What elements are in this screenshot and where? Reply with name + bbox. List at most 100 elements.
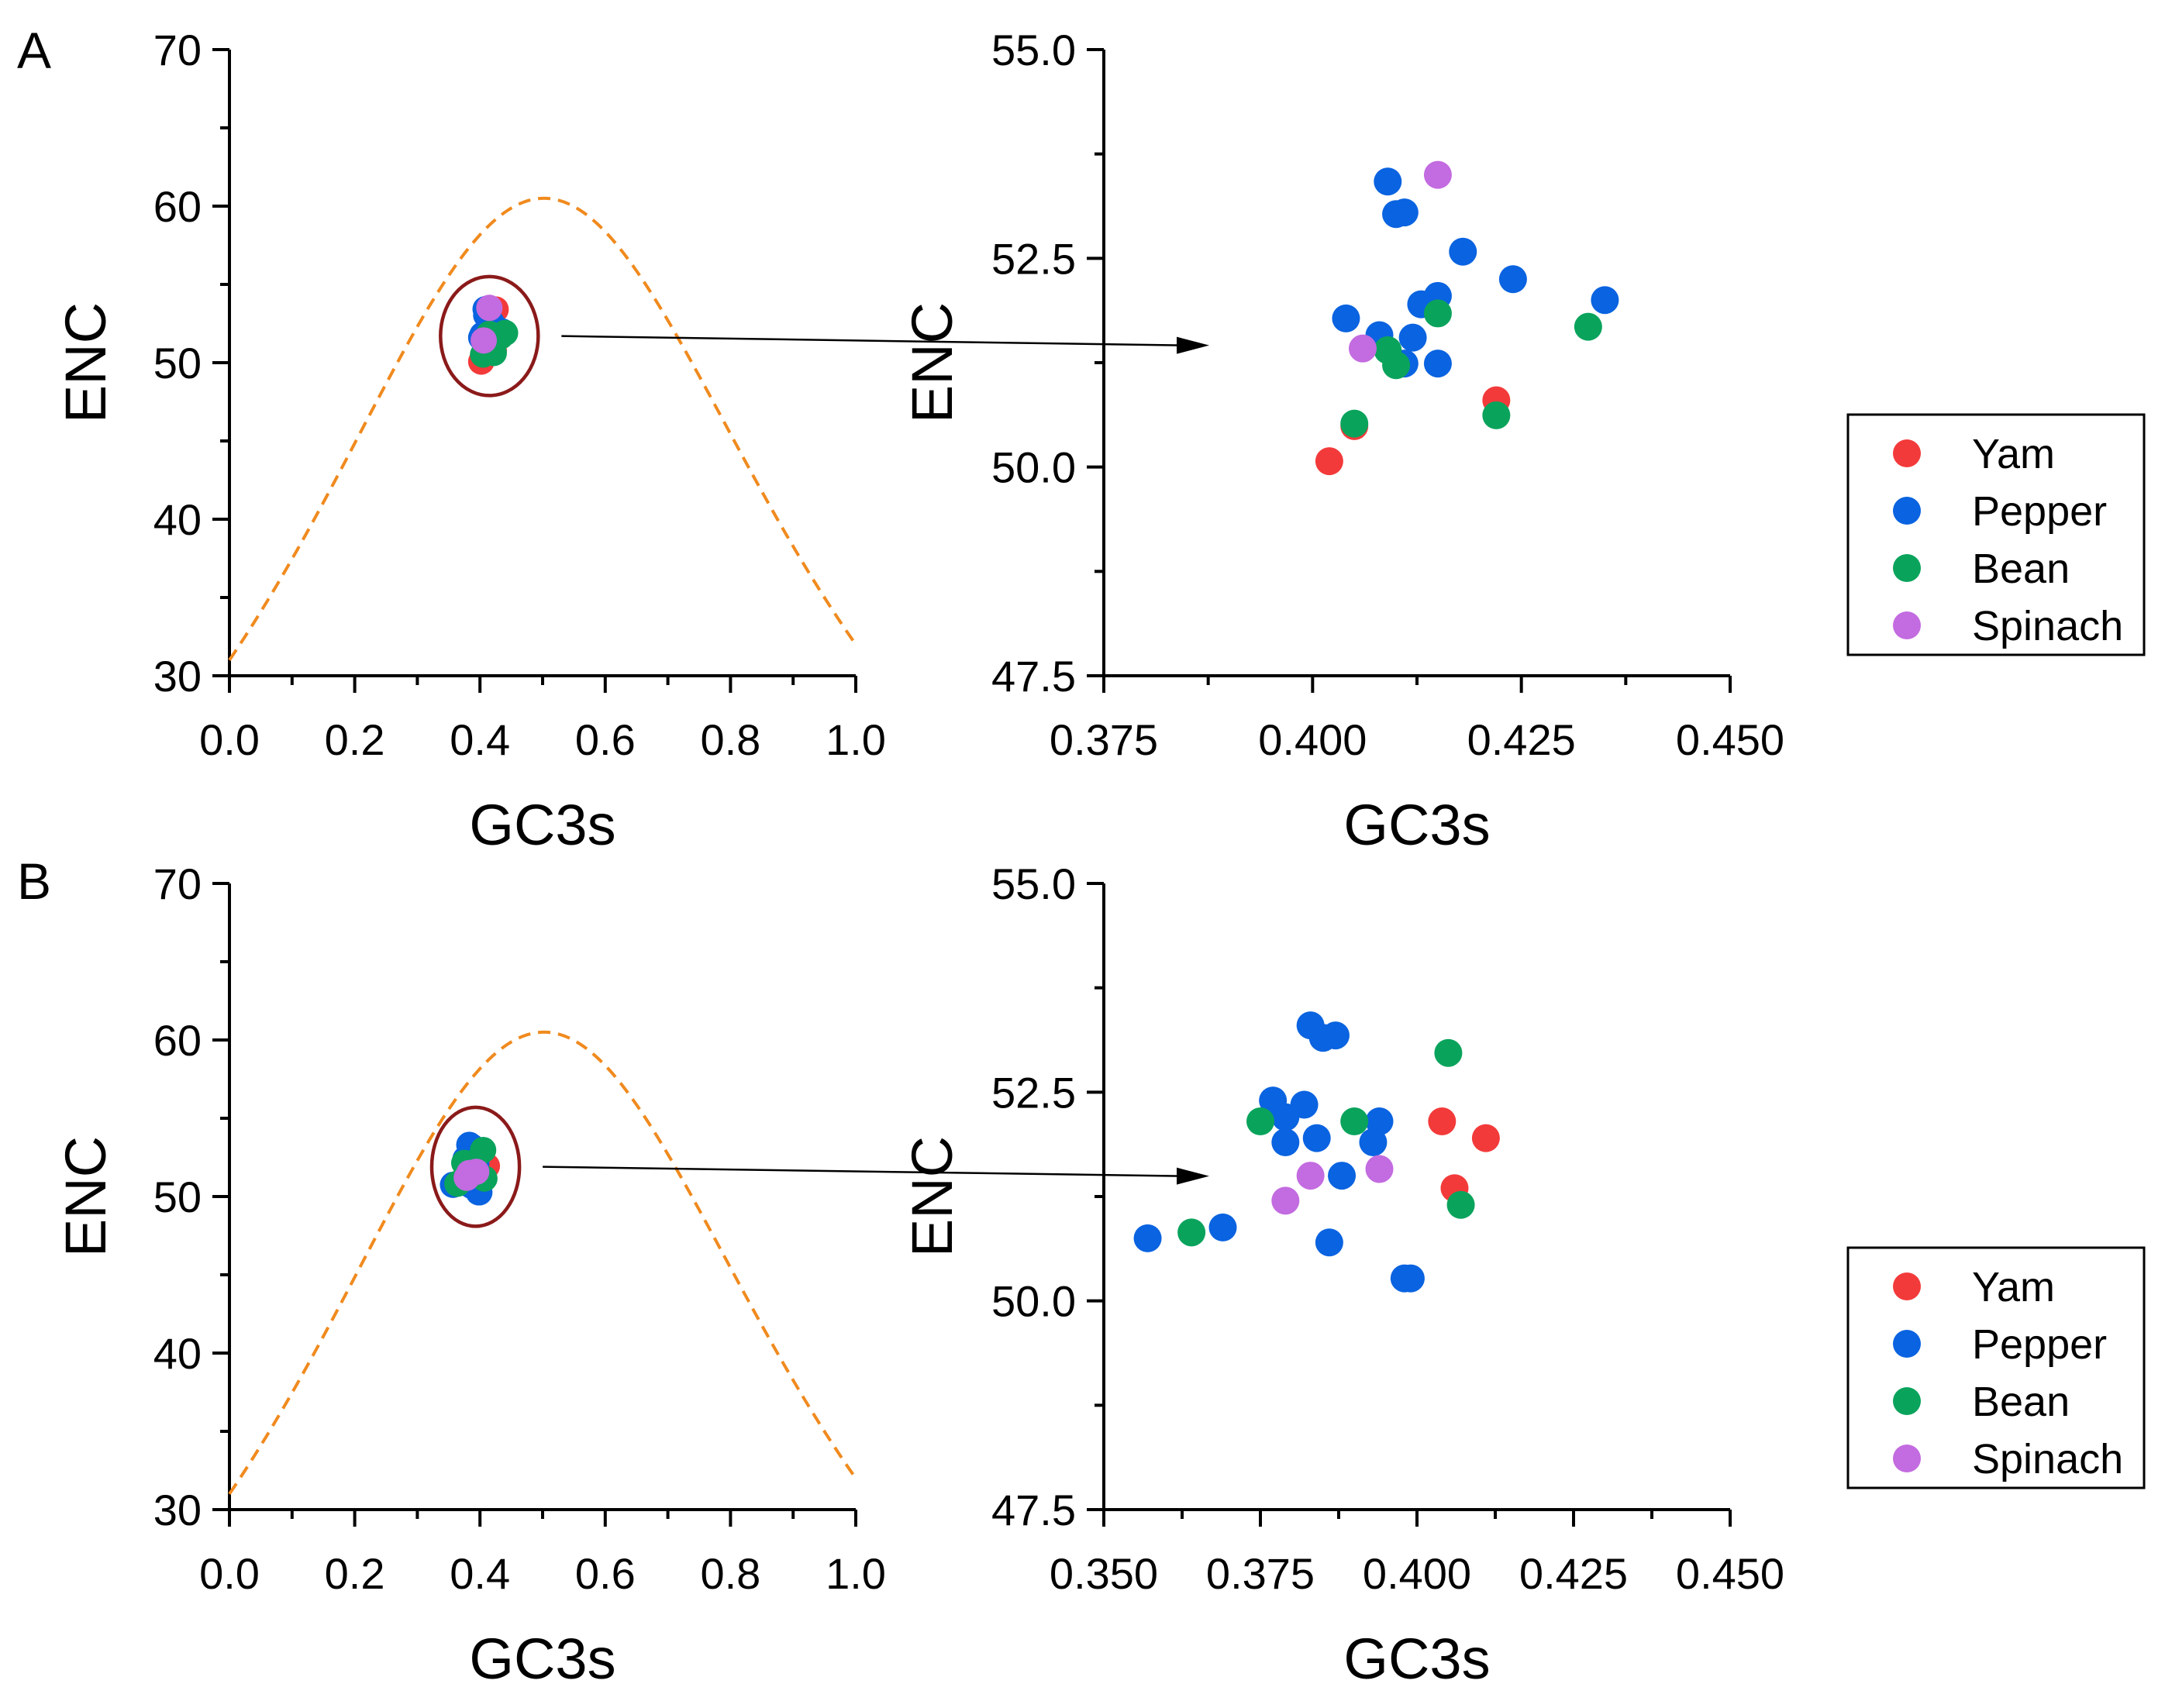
legend-label-yam: Yam (1972, 431, 2055, 477)
legend-label-pepper: Pepper (1972, 488, 2107, 535)
data-point-pepper (1423, 350, 1452, 378)
data-point-spinach (1348, 334, 1377, 363)
legend-a: Yam Pepper Bean Spinach (1846, 413, 2146, 656)
data-point-pepper (1374, 167, 1402, 196)
y-tick-label: 52.5 (991, 234, 1076, 283)
x-tick-label: 0.8 (700, 1549, 760, 1598)
data-point-bean (1340, 1107, 1369, 1136)
x-tick-label: 0.4 (450, 1549, 510, 1598)
x-tick-label: 0.6 (575, 1549, 636, 1598)
x-tick-label: 0.400 (1363, 1549, 1471, 1598)
data-point-bean (1482, 401, 1511, 429)
arrow-shaft (561, 335, 1182, 346)
y-tick-label: 60 (153, 1016, 202, 1065)
legend-marker-spinach (1893, 1445, 1921, 1472)
x-tick-label: 1.0 (826, 715, 886, 764)
legend-label-bean: Bean (1972, 546, 2070, 592)
arrow-head (1177, 336, 1209, 354)
x-axis-title: GC3s (1343, 1627, 1490, 1691)
data-point-yam (1315, 447, 1343, 476)
legend-marker-yam (1893, 1272, 1921, 1300)
x-tick-label: 0.350 (1050, 1549, 1158, 1598)
data-point-yam (1428, 1107, 1457, 1136)
y-axis-title: ENC (53, 302, 118, 423)
data-point-pepper (1359, 1128, 1388, 1156)
legend-marker-pepper (1893, 1330, 1921, 1358)
x-tick-label: 1.0 (826, 1549, 886, 1598)
data-point-bean (1340, 409, 1369, 438)
data-point-pepper (1449, 237, 1477, 266)
x-tick-label: 0.425 (1467, 715, 1576, 764)
chart-b-zoom: 0.350 0.375 0.400 0.425 0.450 47.5 50.0 52.5 55.… (900, 859, 1784, 1691)
chart-b-overview: 0.0 0.2 0.4 0.6 0.8 1.0 30 40 50 60 70 GC3s ENC (53, 859, 886, 1691)
zoom-arrow-a (561, 335, 1209, 354)
legend-label-pepper: Pepper (1972, 1321, 2107, 1368)
x-tick-label: 0.450 (1676, 1549, 1784, 1598)
data-point-pepper (1290, 1090, 1319, 1119)
arrow-head (1177, 1167, 1209, 1185)
panel-letter-a: A (17, 22, 51, 79)
data-point-pepper (1328, 1162, 1357, 1190)
legend-marker-bean (1893, 1387, 1921, 1415)
x-tick-label: 0.400 (1258, 715, 1367, 764)
zoom-region-ellipse (429, 1105, 522, 1228)
data-point-bean (1446, 1190, 1475, 1219)
zoom-arrow-b (543, 1166, 1209, 1185)
data-point-bean (1434, 1038, 1463, 1067)
y-tick-label: 50.0 (991, 1277, 1076, 1326)
x-axis-title: GC3s (469, 793, 615, 857)
y-tick-label: 55.0 (991, 26, 1076, 74)
legend-label-yam: Yam (1972, 1264, 2055, 1310)
x-tick-label: 0.8 (700, 715, 760, 764)
legend-label-bean: Bean (1972, 1379, 2070, 1425)
y-tick-label: 50.0 (991, 443, 1076, 492)
expected-enc-curve (228, 196, 857, 661)
y-tick-label: 30 (153, 1486, 202, 1534)
chart-a-zoom: 0.375 0.400 0.425 0.450 47.5 50.0 52.5 55.0 GC3s… (900, 26, 1784, 857)
data-point-spinach (1365, 1155, 1394, 1183)
data-point-bean (1423, 299, 1452, 328)
data-point-pepper (1133, 1224, 1162, 1252)
y-tick-label: 50 (153, 1173, 202, 1221)
data-point-pepper (1302, 1124, 1331, 1152)
y-tick-label: 50 (153, 339, 202, 387)
legend-label-spinach: Spinach (1972, 603, 2123, 649)
x-tick-label: 0.0 (199, 715, 260, 764)
y-axis-title: ENC (900, 302, 964, 423)
y-tick-label: 70 (153, 26, 202, 74)
data-point-bean (1246, 1107, 1274, 1136)
x-tick-label: 0.2 (325, 1549, 385, 1598)
legend-b: Yam Pepper Bean Spinach (1846, 1246, 2146, 1489)
data-point-pepper (1591, 286, 1619, 315)
panel-letter-b: B (17, 852, 51, 910)
data-point-pepper (1332, 304, 1360, 332)
legend-marker-pepper (1893, 497, 1921, 525)
data-point-bean (491, 319, 519, 346)
x-tick-label: 0.375 (1050, 715, 1158, 764)
y-tick-label: 40 (153, 495, 202, 544)
data-point-pepper (1271, 1128, 1300, 1156)
x-tick-label: 0.6 (575, 715, 636, 764)
data-point-spinach (463, 1159, 490, 1186)
y-tick-label: 60 (153, 182, 202, 231)
x-axis-title: GC3s (469, 1627, 615, 1691)
x-tick-label: 0.375 (1206, 1549, 1315, 1598)
data-point-spinach (1296, 1162, 1325, 1190)
data-point-spinach (1271, 1186, 1300, 1215)
data-point-pepper (1321, 1021, 1350, 1050)
expected-enc-curve (228, 1030, 857, 1495)
y-tick-label: 40 (153, 1329, 202, 1378)
zoom-region-ellipse (439, 274, 540, 398)
data-point-spinach (1423, 160, 1452, 189)
data-point-bean (470, 1137, 497, 1164)
y-tick-label: 47.5 (991, 652, 1076, 701)
data-point-bean (1382, 351, 1411, 380)
data-point-pepper (1396, 1264, 1425, 1293)
x-tick-label: 0.4 (450, 715, 510, 764)
data-point-pepper (1208, 1213, 1237, 1241)
x-axis-title: GC3s (1343, 793, 1490, 857)
legend-label-spinach: Spinach (1972, 1436, 2123, 1482)
data-point-spinach (471, 327, 498, 354)
legend-marker-yam (1893, 439, 1921, 467)
